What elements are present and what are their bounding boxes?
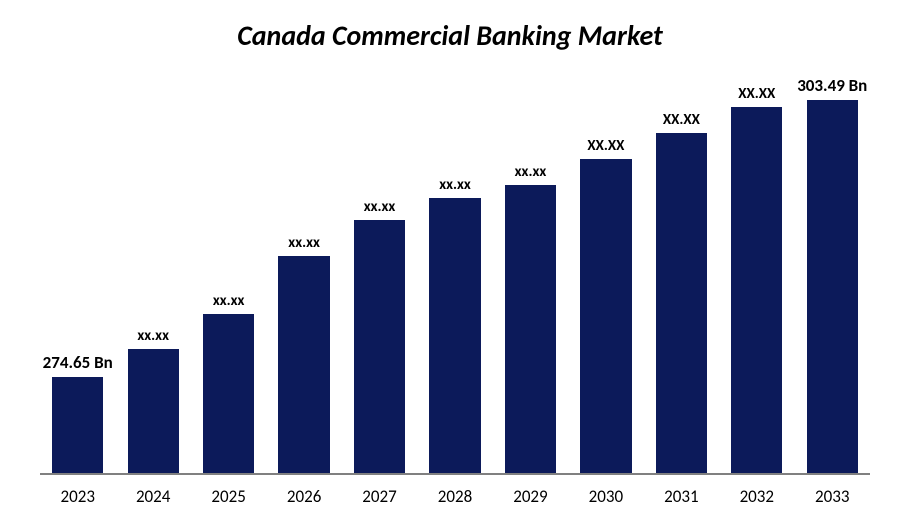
bar-value-label: xx.xx: [213, 292, 245, 310]
x-tick-label: 2032: [719, 486, 794, 507]
bar: [278, 256, 329, 475]
bar-group: xx.xx: [266, 75, 341, 475]
x-axis-line: [40, 473, 870, 475]
x-tick-label: 2023: [40, 486, 115, 507]
bar-value-label: 274.65 Bn: [43, 352, 113, 373]
bar-group: xx.xx: [342, 75, 417, 475]
bar-group: XX.XX: [719, 75, 794, 475]
bar-value-label: XX.XX: [587, 137, 624, 155]
bar: [656, 133, 707, 475]
x-axis-labels: 2023 2024 2025 2026 2027 2028 2029 2030 …: [40, 486, 870, 507]
bar: [203, 314, 254, 475]
chart-plot-area: 274.65 Bn xx.xx xx.xx xx.xx xx.xx xx.xx …: [40, 75, 870, 475]
bar: [429, 198, 480, 475]
x-tick-label: 2025: [191, 486, 266, 507]
bar-value-label: xx.xx: [364, 198, 396, 216]
bar-value-label: xx.xx: [288, 234, 320, 252]
bar-group: XX.XX: [644, 75, 719, 475]
bar-group: xx.xx: [115, 75, 190, 475]
bar-group: xx.xx: [493, 75, 568, 475]
bar-group: 274.65 Bn: [40, 75, 115, 475]
bar: [52, 377, 103, 475]
x-tick-label: 2028: [417, 486, 492, 507]
bar-group: xx.xx: [191, 75, 266, 475]
bars-container: 274.65 Bn xx.xx xx.xx xx.xx xx.xx xx.xx …: [40, 75, 870, 475]
bar-value-label: xx.xx: [515, 163, 547, 181]
bar-group: XX.XX: [568, 75, 643, 475]
bar: [807, 100, 858, 475]
x-tick-label: 2030: [568, 486, 643, 507]
bar: [580, 159, 631, 475]
x-tick-label: 2029: [493, 486, 568, 507]
bar: [128, 349, 179, 475]
bar-value-label: xx.xx: [439, 176, 471, 194]
bar-group: xx.xx: [417, 75, 492, 475]
bar: [731, 107, 782, 475]
bar: [505, 185, 556, 475]
bar-group: 303.49 Bn: [795, 75, 870, 475]
x-tick-label: 2027: [342, 486, 417, 507]
bar-value-label: 303.49 Bn: [797, 75, 867, 96]
x-tick-label: 2024: [115, 486, 190, 507]
chart-title: Canada Commercial Banking Market: [0, 0, 900, 53]
x-tick-label: 2033: [795, 486, 870, 507]
bar: [354, 220, 405, 475]
bar-value-label: xx.xx: [137, 327, 169, 345]
x-tick-label: 2026: [266, 486, 341, 507]
bar-value-label: XX.XX: [663, 111, 700, 129]
bar-value-label: XX.XX: [738, 85, 775, 103]
x-tick-label: 2031: [644, 486, 719, 507]
